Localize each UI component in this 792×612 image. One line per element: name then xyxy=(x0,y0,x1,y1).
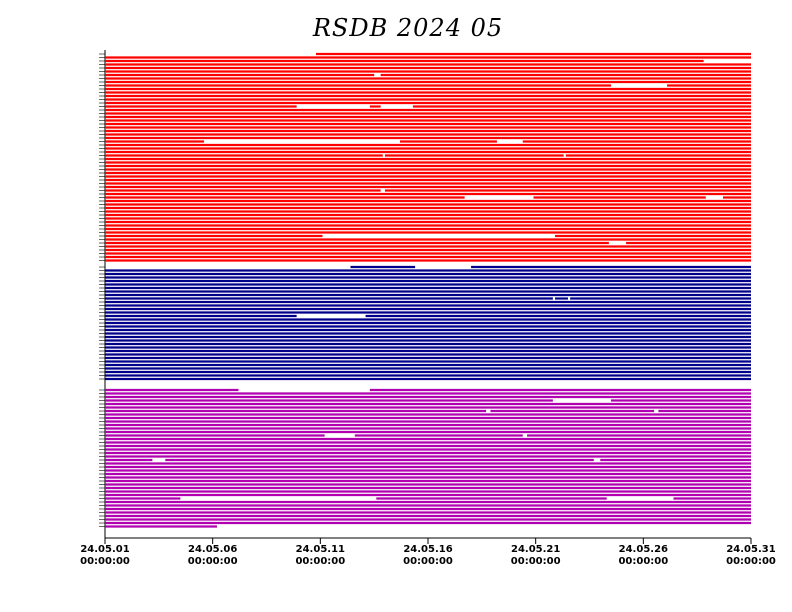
x-tick-sublabel: 00:00:00 xyxy=(726,556,776,567)
chart-title: RSDB 2024 05 xyxy=(312,14,503,42)
x-tick-label: 24.05.11 xyxy=(296,544,345,555)
x-tick-sublabel: 00:00:00 xyxy=(511,556,561,567)
x-tick-label: 24.05.21 xyxy=(511,544,560,555)
x-tick-sublabel: 00:00:00 xyxy=(188,556,238,567)
x-tick-label: 24.05.01 xyxy=(80,544,129,555)
x-tick-sublabel: 00:00:00 xyxy=(618,556,668,567)
x-tick-sublabel: 00:00:00 xyxy=(80,556,130,567)
x-tick-label: 24.05.06 xyxy=(188,544,237,555)
x-tick-label: 24.05.16 xyxy=(403,544,452,555)
x-tick-sublabel: 00:00:00 xyxy=(403,556,453,567)
x-tick-sublabel: 00:00:00 xyxy=(295,556,345,567)
x-tick-label: 24.05.31 xyxy=(726,544,775,555)
x-tick-label: 24.05.26 xyxy=(619,544,668,555)
